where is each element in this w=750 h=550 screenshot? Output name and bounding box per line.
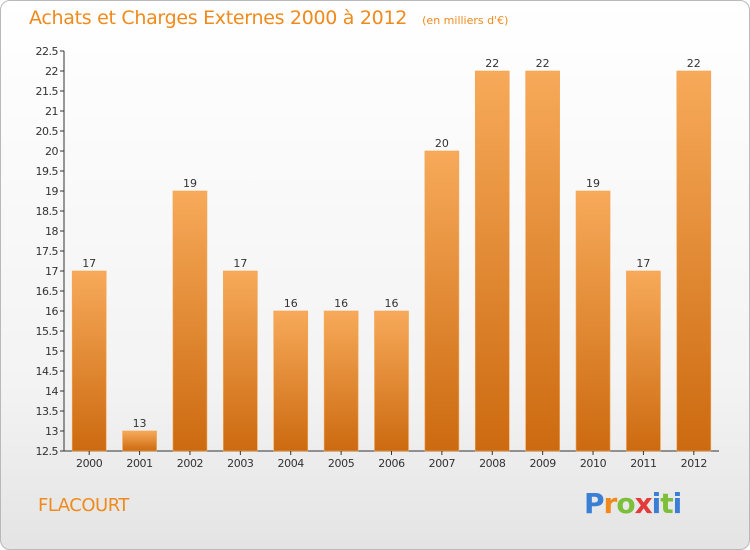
- logo-letter: i: [672, 487, 683, 520]
- chart-subtitle: (en milliers d'€): [422, 14, 509, 27]
- y-tick-label: 12.5: [36, 445, 59, 458]
- bar: [273, 310, 309, 452]
- bar: [424, 150, 460, 452]
- bar: [626, 270, 661, 452]
- commune-name: FLACOURT: [38, 495, 129, 516]
- data-label: 17: [82, 257, 96, 270]
- x-tick-label: 2007: [429, 457, 456, 470]
- data-label: 22: [687, 57, 701, 70]
- y-tick-label: 15.5: [36, 325, 59, 338]
- logo-letter: i: [651, 487, 662, 520]
- y-tick-label: 14: [45, 385, 58, 398]
- data-label: 22: [536, 57, 550, 70]
- y-tick-label: 19: [45, 185, 58, 198]
- bar: [172, 190, 208, 452]
- title-row: Achats et Charges Externes 2000 à 2012 (…: [29, 7, 508, 29]
- x-tick-label: 2008: [479, 457, 506, 470]
- x-tick-label: 2001: [126, 457, 152, 470]
- x-tick-label: 2009: [529, 457, 556, 470]
- proxiti-logo: Proxiti: [584, 487, 683, 520]
- y-tick-label: 20: [45, 145, 58, 158]
- y-tick-label: 22.5: [36, 45, 59, 58]
- data-label: 19: [183, 177, 197, 190]
- data-label: 17: [233, 257, 247, 270]
- data-label: 16: [284, 297, 298, 310]
- bar: [575, 190, 611, 452]
- y-tick-label: 19.5: [36, 165, 59, 178]
- data-label: 13: [133, 417, 147, 430]
- y-tick-label: 13: [45, 425, 58, 438]
- x-tick-label: 2000: [76, 457, 103, 470]
- bar: [474, 70, 510, 452]
- y-tick-label: 17: [45, 265, 58, 278]
- y-tick-label: 18.5: [36, 205, 59, 218]
- logo-letter: t: [660, 487, 673, 520]
- bar: [525, 70, 560, 452]
- bar: [223, 270, 258, 452]
- data-label: 20: [435, 137, 449, 150]
- y-tick-label: 16: [45, 305, 58, 318]
- chart-title: Achats et Charges Externes 2000 à 2012: [29, 7, 408, 29]
- x-tick-label: 2004: [278, 457, 305, 470]
- y-tick-label: 15: [45, 345, 58, 358]
- logo-letter: r: [603, 487, 618, 520]
- x-tick-label: 2005: [328, 457, 355, 470]
- bar: [374, 310, 409, 452]
- x-tick-label: 2010: [580, 457, 607, 470]
- bar: [323, 310, 359, 452]
- bar: [676, 70, 712, 452]
- y-tick-label: 20.5: [36, 125, 59, 138]
- data-label: 22: [485, 57, 499, 70]
- data-label: 16: [385, 297, 399, 310]
- data-label: 17: [636, 257, 650, 270]
- y-tick-label: 17.5: [36, 245, 59, 258]
- x-tick-label: 2012: [681, 457, 707, 470]
- y-tick-label: 14.5: [36, 365, 59, 378]
- y-tick-label: 13.5: [36, 405, 59, 418]
- bar: [122, 430, 157, 452]
- x-tick-label: 2006: [378, 457, 405, 470]
- y-tick-label: 21: [45, 105, 58, 118]
- x-tick-label: 2003: [227, 457, 254, 470]
- y-tick-label: 16.5: [36, 285, 59, 298]
- logo-letter: x: [634, 487, 653, 520]
- bar: [71, 270, 107, 452]
- data-label: 19: [586, 177, 600, 190]
- y-tick-label: 22: [45, 65, 58, 78]
- y-tick-label: 18: [45, 225, 58, 238]
- x-tick-label: 2011: [630, 457, 656, 470]
- y-tick-label: 21.5: [36, 85, 59, 98]
- logo-letter: o: [616, 487, 635, 520]
- logo-letter: P: [584, 487, 605, 520]
- x-tick-label: 2002: [177, 457, 203, 470]
- data-label: 16: [334, 297, 348, 310]
